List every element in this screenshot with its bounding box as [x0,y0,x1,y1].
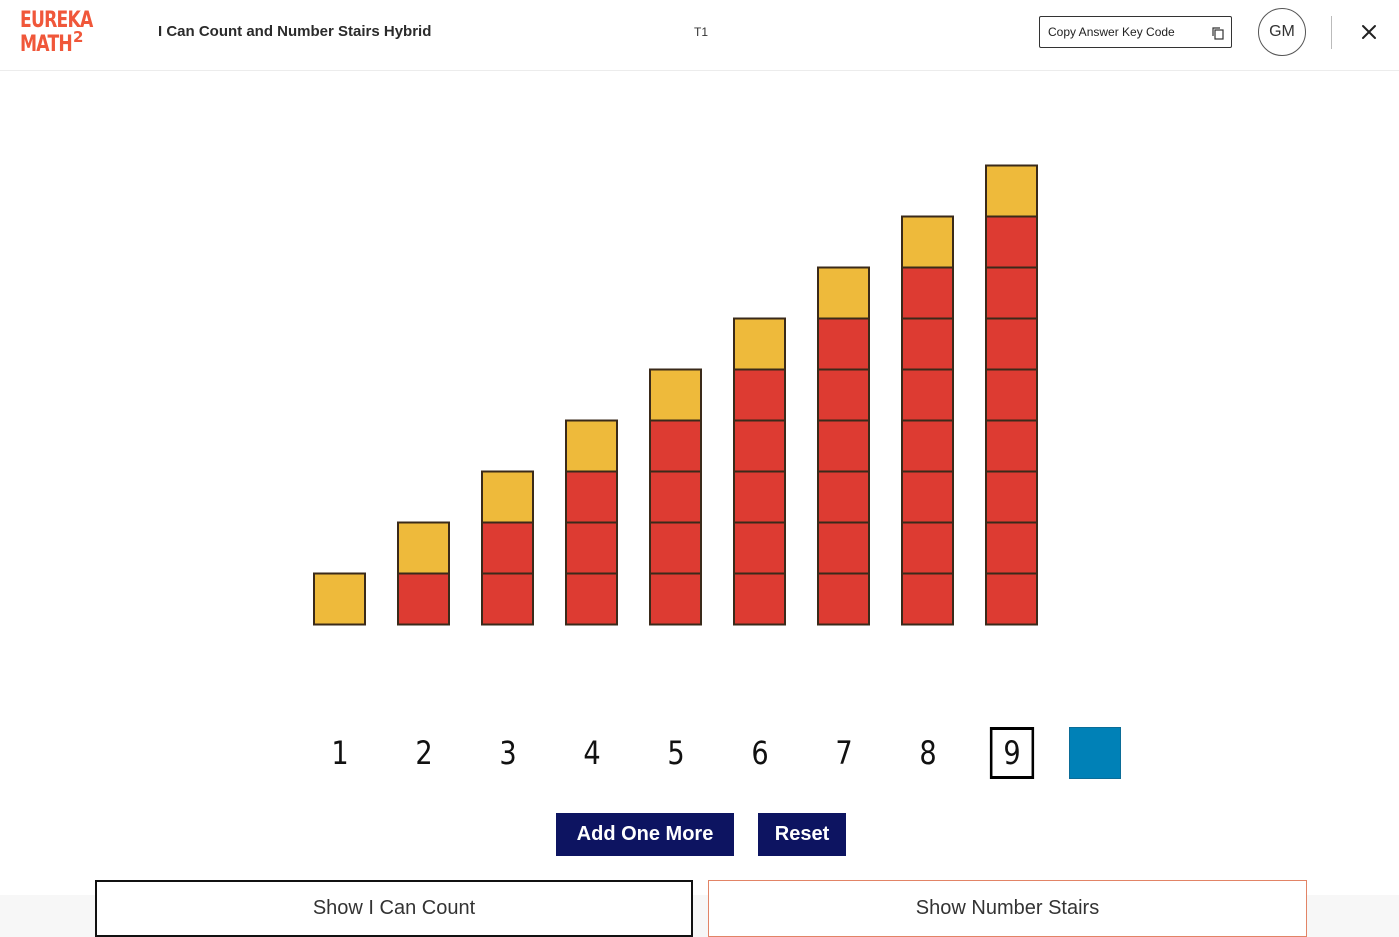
red-cube [985,317,1038,371]
logo-superscript: 2 [73,28,84,46]
red-cube [901,419,954,473]
red-cube [985,368,1038,422]
red-cube [397,572,450,626]
show-i-can-count-button[interactable]: Show I Can Count [95,880,693,937]
red-cube [985,470,1038,524]
red-cube [481,521,534,575]
red-cube [817,317,870,371]
red-cube [817,470,870,524]
stair-column-3 [481,470,534,626]
red-cube [565,572,618,626]
red-cube [649,521,702,575]
logo-line-2: MATH [20,32,73,57]
red-cube [817,572,870,626]
yellow-cube [901,215,954,269]
yellow-cube [313,572,366,626]
number-card-5[interactable]: 5 [667,734,685,772]
red-cube [649,419,702,473]
topic-tag: T1 [694,25,709,39]
red-cube [985,419,1038,473]
add-one-more-button[interactable]: Add One More [556,813,734,856]
number-card-3[interactable]: 3 [499,734,517,772]
red-cube [901,317,954,371]
stair-column-9 [985,164,1038,626]
red-cube [817,419,870,473]
red-cube [733,572,786,626]
red-cube [481,572,534,626]
red-cube [901,572,954,626]
red-cube [649,470,702,524]
workspace: 1 2 3 4 5 6 7 8 9 Add One More Reset Sho… [0,71,1399,937]
red-cube [901,266,954,320]
close-icon[interactable] [1358,21,1380,43]
number-card-4[interactable]: 4 [583,734,601,772]
number-stairs [313,164,1038,626]
stair-column-4 [565,419,618,626]
stair-column-7 [817,266,870,626]
user-avatar[interactable]: GM [1258,8,1306,56]
eureka-math-logo: EUREKA MATH 2 [20,8,98,60]
show-number-stairs-button[interactable]: Show Number Stairs [708,880,1307,937]
number-card-1[interactable]: 1 [331,734,349,772]
yellow-cube [985,164,1038,218]
red-cube [985,572,1038,626]
red-cube [985,521,1038,575]
copy-icon [1212,27,1224,40]
stair-column-2 [397,521,450,626]
reset-button[interactable]: Reset [758,813,846,856]
app-header: EUREKA MATH 2 I Can Count and Number Sta… [0,0,1399,71]
page-title: I Can Count and Number Stairs Hybrid [158,23,432,40]
number-card-6[interactable]: 6 [751,734,769,772]
red-cube [985,266,1038,320]
yellow-cube [649,368,702,422]
red-cube [733,521,786,575]
header-divider [1331,16,1332,49]
stair-column-5 [649,368,702,626]
number-card-7[interactable]: 7 [835,734,853,772]
yellow-cube [481,470,534,524]
red-cube [565,470,618,524]
next-cube[interactable] [1069,727,1121,779]
red-cube [733,470,786,524]
red-cube [901,521,954,575]
number-card-9-selected[interactable]: 9 [989,727,1035,779]
copy-answer-key-label: Copy Answer Key Code [1048,25,1175,39]
yellow-cube [733,317,786,371]
red-cube [985,215,1038,269]
red-cube [901,368,954,422]
stair-column-6 [733,317,786,626]
red-cube [733,419,786,473]
red-cube [901,470,954,524]
red-cube [649,572,702,626]
yellow-cube [397,521,450,575]
red-cube [817,368,870,422]
yellow-cube [565,419,618,473]
yellow-cube [817,266,870,320]
number-card-2[interactable]: 2 [415,734,433,772]
logo-line-1: EUREKA [20,8,93,33]
red-cube [565,521,618,575]
stair-column-1 [313,572,366,626]
stair-column-8 [901,215,954,626]
number-card-8[interactable]: 8 [919,734,937,772]
red-cube [733,368,786,422]
copy-answer-key-button[interactable]: Copy Answer Key Code [1039,16,1232,48]
red-cube [817,521,870,575]
